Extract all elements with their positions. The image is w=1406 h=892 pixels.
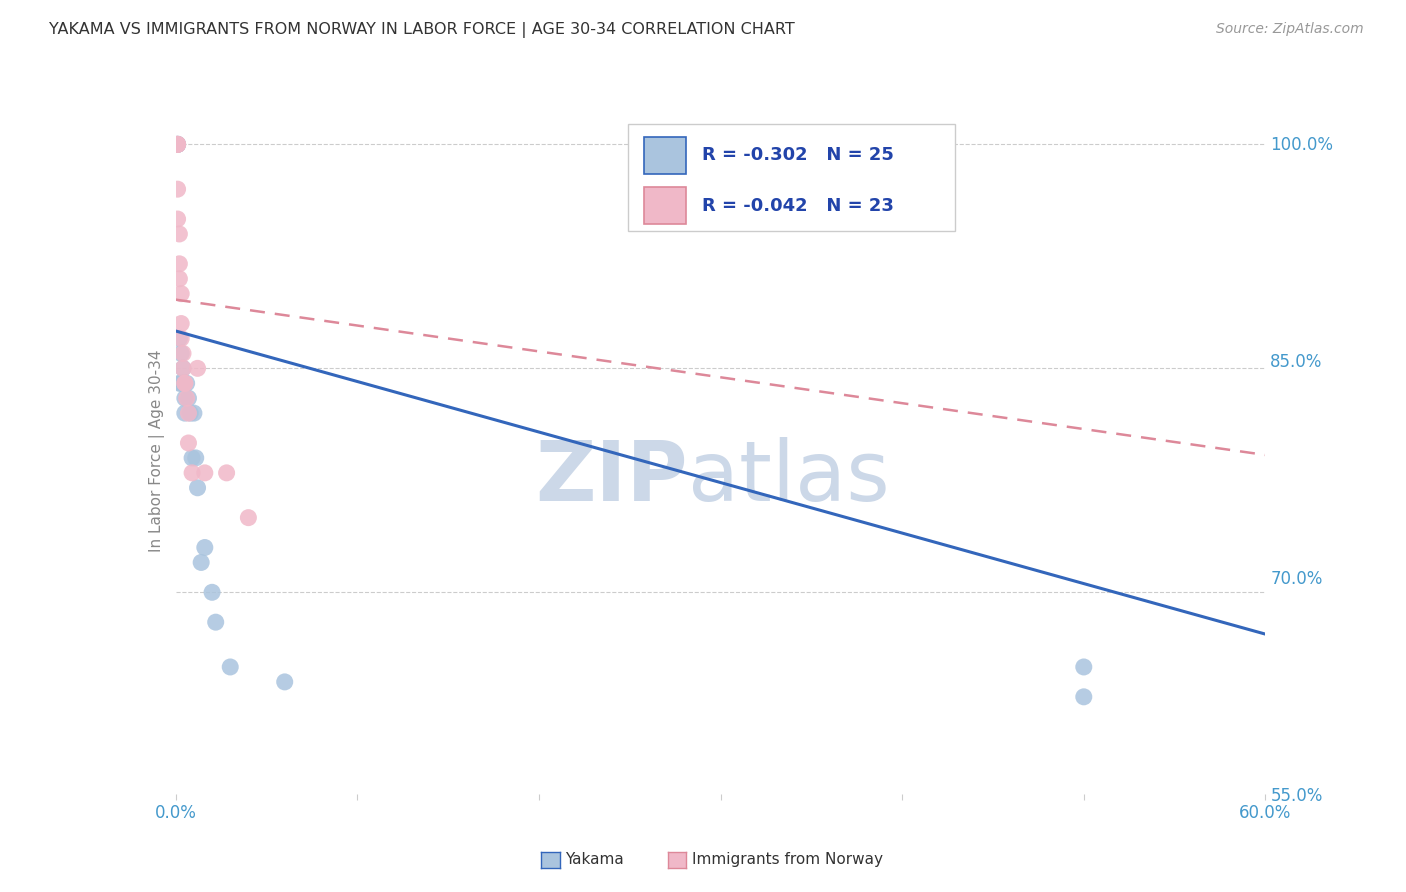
Point (166, 137, 188, 152)
Point (166, 137, 188, 152)
Point (170, 346, 193, 360)
Point (194, 466, 217, 480)
Point (170, 286, 193, 301)
Y-axis label: In Labor Force | Age 30-34: In Labor Force | Age 30-34 (149, 349, 165, 552)
FancyBboxPatch shape (628, 124, 955, 231)
Point (170, 376, 193, 391)
Point (215, 466, 238, 480)
Point (1073, 660, 1095, 674)
Point (274, 674, 297, 689)
Text: R = -0.042   N = 23: R = -0.042 N = 23 (702, 196, 894, 215)
Point (169, 227, 191, 241)
Point (172, 346, 194, 360)
Point (179, 406, 201, 420)
Point (184, 450, 207, 465)
Point (172, 361, 194, 376)
Point (186, 361, 209, 376)
Point (173, 376, 195, 391)
Point (169, 376, 191, 391)
Point (169, 331, 191, 345)
Text: Source: ZipAtlas.com: Source: ZipAtlas.com (1216, 22, 1364, 37)
Point (166, 212, 188, 227)
Text: ZIP: ZIP (536, 437, 688, 518)
Point (172, 361, 194, 376)
Point (166, 137, 188, 152)
Point (166, 137, 188, 152)
Point (204, 615, 226, 629)
Point (201, 585, 224, 599)
Point (194, 541, 217, 555)
Point (173, 406, 195, 420)
Point (177, 406, 200, 420)
Point (173, 376, 195, 391)
Point (166, 137, 188, 152)
Point (169, 271, 191, 285)
Text: atlas: atlas (688, 437, 890, 518)
Point (1073, 690, 1095, 704)
Point (186, 481, 209, 495)
Point (176, 391, 198, 405)
Point (166, 137, 188, 152)
Point (176, 376, 198, 391)
Point (181, 466, 204, 480)
FancyBboxPatch shape (644, 136, 686, 174)
Point (173, 391, 195, 405)
Point (183, 406, 205, 420)
Point (181, 450, 204, 465)
Point (177, 391, 200, 405)
Point (170, 331, 193, 345)
Text: R = -0.302   N = 25: R = -0.302 N = 25 (702, 146, 894, 164)
Point (219, 660, 242, 674)
Point (169, 257, 191, 271)
Point (177, 436, 200, 450)
Point (190, 556, 212, 570)
Text: Immigrants from Norway: Immigrants from Norway (692, 853, 883, 867)
Text: YAKAMA VS IMMIGRANTS FROM NORWAY IN LABOR FORCE | AGE 30-34 CORRELATION CHART: YAKAMA VS IMMIGRANTS FROM NORWAY IN LABO… (49, 22, 794, 38)
FancyBboxPatch shape (644, 186, 686, 225)
Point (166, 182, 188, 196)
Point (170, 317, 193, 331)
Text: Yakama: Yakama (565, 853, 624, 867)
Point (238, 510, 260, 524)
